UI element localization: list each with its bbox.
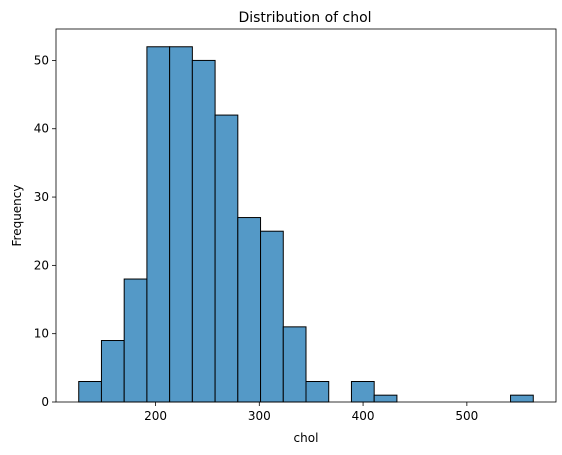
y-axis-ticks: 0 10 20 30 40 50 — [34, 53, 56, 409]
x-axis-ticks: 200 300 400 500 — [144, 402, 478, 423]
y-tick-label: 10 — [34, 327, 49, 341]
y-tick-label: 20 — [34, 258, 49, 272]
histogram-bar — [169, 46, 193, 403]
histogram-bar — [214, 114, 239, 403]
histogram-bar — [237, 217, 262, 403]
histogram-bar — [100, 340, 125, 403]
histogram-bar — [350, 381, 375, 403]
plot-frame — [55, 28, 557, 403]
x-tick-label: 300 — [248, 409, 271, 423]
histogram-bar — [373, 394, 398, 403]
histogram-bar — [123, 278, 148, 403]
histogram-bar — [146, 46, 171, 403]
histogram-bar — [282, 326, 307, 403]
y-tick-label: 30 — [34, 190, 49, 204]
x-tick-label: 400 — [352, 409, 375, 423]
chart-title: Distribution of chol — [238, 10, 371, 26]
x-axis-label: chol — [294, 431, 319, 445]
y-tick-label: 0 — [41, 395, 49, 409]
y-tick-label: 50 — [34, 53, 49, 67]
histogram-bar — [78, 381, 102, 403]
histogram-bar — [510, 394, 534, 403]
y-tick-label: 40 — [34, 122, 49, 136]
bars-group — [78, 46, 534, 403]
y-axis-label: Frequency — [10, 185, 24, 247]
histogram-bar — [191, 59, 216, 403]
x-tick-label: 200 — [144, 409, 167, 423]
histogram-bar — [305, 381, 330, 403]
histogram-bar — [260, 230, 284, 403]
x-tick-label: 500 — [455, 409, 478, 423]
